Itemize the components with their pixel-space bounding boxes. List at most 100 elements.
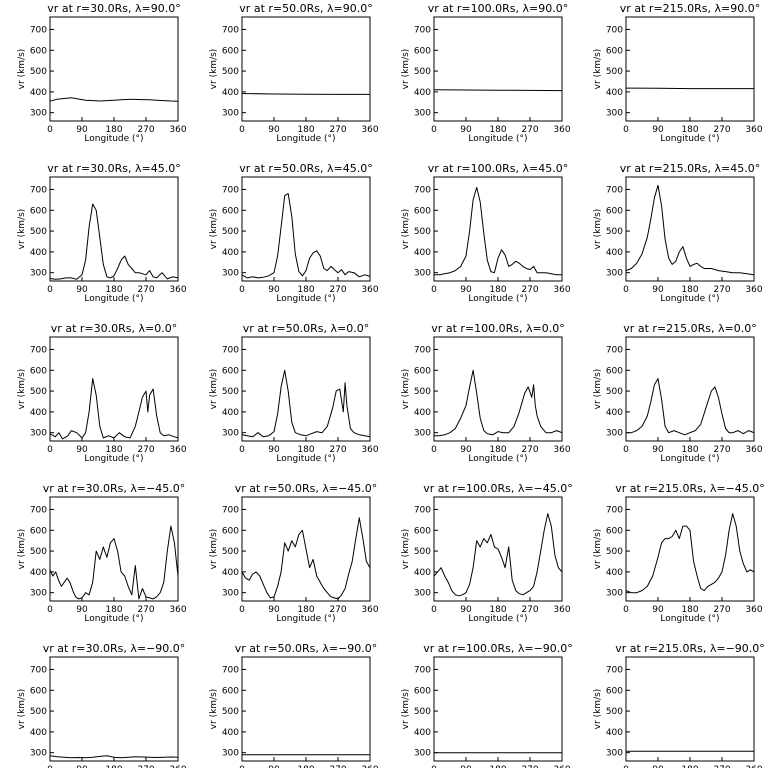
x-tick-label: 360 [553, 125, 570, 135]
series-line [625, 513, 755, 594]
x-tick-label: 180 [105, 445, 122, 455]
x-tick-label: 270 [521, 605, 538, 615]
x-tick-label: 90 [460, 605, 472, 615]
y-tick-label: 400 [30, 88, 47, 98]
y-tick-label: 400 [222, 728, 239, 738]
plot-frame [625, 496, 755, 602]
y-tick-label: 500 [606, 67, 623, 77]
y-tick-label: 500 [606, 547, 623, 557]
y-tick-label: 500 [222, 387, 239, 397]
y-tick-label: 500 [222, 547, 239, 557]
series-line [49, 203, 179, 280]
y-tick-label: 400 [30, 568, 47, 578]
panel-title: vr at r=215.0Rs, λ=0.0° [623, 322, 756, 335]
y-tick-label: 600 [414, 46, 431, 56]
x-tick-label: 0 [623, 285, 629, 295]
x-tick-label: 270 [137, 445, 154, 455]
y-axis-label: vr (km/s) [209, 529, 219, 570]
y-tick-label: 400 [30, 408, 47, 418]
y-tick-label: 600 [30, 206, 47, 216]
panel-title: vr at r=50.0Rs, λ=−45.0° [235, 482, 378, 495]
y-tick-label: 400 [222, 88, 239, 98]
x-tick-label: 90 [460, 285, 472, 295]
y-axis-label: vr (km/s) [209, 689, 219, 730]
x-tick-label: 90 [652, 605, 664, 615]
x-tick-label: 360 [745, 125, 762, 135]
panel-title: vr at r=100.0Rs, λ=−90.0° [423, 642, 573, 655]
y-tick-label: 300 [30, 109, 47, 119]
y-tick-label: 600 [414, 686, 431, 696]
x-tick-label: 90 [268, 125, 280, 135]
plot-frame [625, 656, 755, 762]
y-tick-label: 300 [30, 429, 47, 439]
panel-title: vr at r=100.0Rs, λ=90.0° [428, 2, 568, 15]
x-axis-label: Longitude (°) [660, 614, 719, 624]
x-tick-label: 270 [329, 285, 346, 295]
x-tick-label: 360 [169, 285, 186, 295]
y-tick-label: 700 [222, 25, 239, 35]
y-tick-label: 400 [222, 568, 239, 578]
y-tick-label: 300 [30, 749, 47, 759]
y-axis-label: vr (km/s) [401, 49, 411, 90]
x-tick-label: 0 [47, 445, 53, 455]
panel-title: vr at r=100.0Rs, λ=−45.0° [423, 482, 573, 495]
x-tick-label: 90 [268, 605, 280, 615]
y-tick-label: 300 [30, 269, 47, 279]
y-tick-label: 700 [30, 25, 47, 35]
y-tick-label: 700 [414, 185, 431, 195]
x-axis-label: Longitude (°) [84, 614, 143, 624]
panel-19: vr at r=100.0Rs, λ=−90.0°090180270360300… [401, 642, 573, 773]
x-tick-label: 180 [105, 605, 122, 615]
y-axis-label: vr (km/s) [17, 49, 27, 90]
y-tick-label: 700 [222, 505, 239, 515]
x-tick-label: 90 [76, 605, 88, 615]
x-tick-label: 0 [239, 605, 245, 615]
x-tick-label: 360 [169, 605, 186, 615]
y-tick-label: 400 [606, 568, 623, 578]
panel-title: vr at r=50.0Rs, λ=45.0° [239, 162, 372, 175]
x-tick-label: 90 [652, 125, 664, 135]
x-axis-label: Longitude (°) [276, 294, 335, 304]
x-tick-label: 270 [521, 285, 538, 295]
y-tick-label: 400 [414, 408, 431, 418]
x-tick-label: 0 [623, 605, 629, 615]
x-tick-label: 360 [553, 285, 570, 295]
y-tick-label: 300 [606, 269, 623, 279]
y-tick-label: 400 [222, 248, 239, 258]
y-tick-label: 300 [222, 269, 239, 279]
x-tick-label: 270 [521, 125, 538, 135]
y-tick-label: 600 [606, 366, 623, 376]
y-tick-label: 600 [30, 46, 47, 56]
y-tick-label: 700 [30, 665, 47, 675]
y-tick-label: 400 [414, 568, 431, 578]
y-tick-label: 700 [30, 185, 47, 195]
y-tick-label: 700 [606, 665, 623, 675]
panel-18: vr at r=50.0Rs, λ=−90.0°0901802703603004… [209, 642, 379, 773]
x-tick-label: 180 [489, 285, 506, 295]
y-tick-label: 600 [414, 526, 431, 536]
series-line [49, 755, 179, 759]
y-tick-label: 300 [414, 269, 431, 279]
series-line [241, 93, 370, 95]
y-axis-label: vr (km/s) [401, 209, 411, 250]
y-axis-label: vr (km/s) [593, 209, 603, 250]
x-tick-label: 180 [297, 445, 314, 455]
y-axis-label: vr (km/s) [209, 369, 219, 410]
y-tick-label: 300 [414, 589, 431, 599]
x-axis-label: Longitude (°) [468, 294, 527, 304]
series-line [241, 193, 371, 279]
plot-frame [241, 176, 371, 282]
plot-frame [433, 656, 563, 762]
x-tick-label: 270 [713, 285, 730, 295]
series-line [626, 378, 755, 436]
x-tick-label: 180 [489, 445, 506, 455]
x-tick-label: 270 [329, 605, 346, 615]
x-tick-label: 270 [329, 445, 346, 455]
panel-1: vr at r=30.0Rs, λ=90.0° 0 90 180 270 360 300 40… [17, 2, 187, 144]
y-axis-label: vr (km/s) [209, 209, 219, 250]
x-tick-label: 360 [745, 285, 762, 295]
plot-frame [433, 176, 563, 282]
y-tick-label: 300 [414, 749, 431, 759]
plot-frame [49, 176, 179, 282]
panel-title: vr at r=30.0Rs, λ=0.0° [51, 322, 177, 335]
